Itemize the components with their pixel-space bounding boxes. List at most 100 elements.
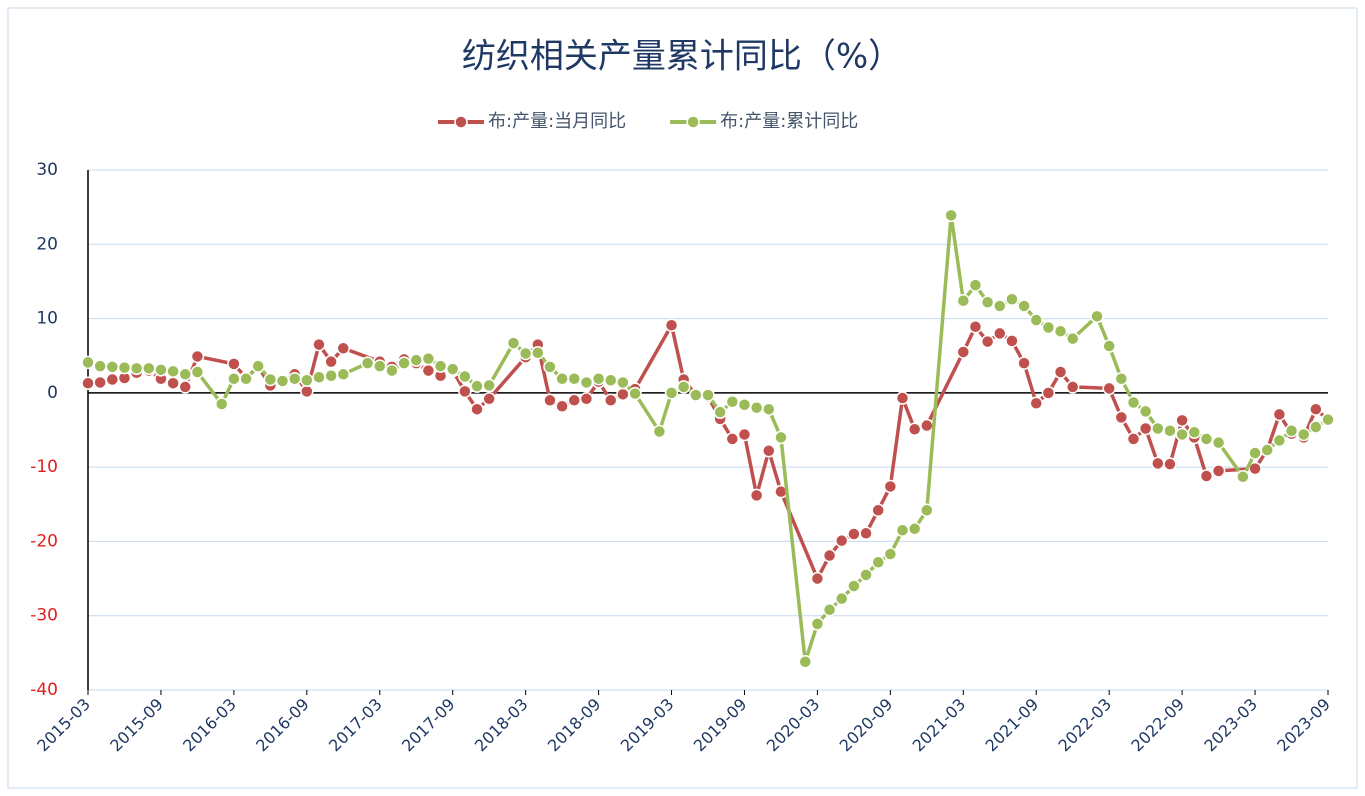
data-point: [482, 392, 496, 406]
data-point: [81, 376, 95, 390]
data-point: [1005, 334, 1019, 348]
data-point: [178, 380, 193, 394]
data-point: [1309, 402, 1323, 416]
data-point: [555, 371, 569, 386]
data-point: [1236, 470, 1250, 484]
y-tick-label: 30: [36, 160, 58, 180]
data-point: [251, 359, 265, 373]
data-point: [1284, 423, 1299, 438]
data-point: [920, 503, 934, 517]
data-point: [725, 432, 740, 446]
data-point: [409, 353, 423, 367]
data-point: [579, 392, 594, 406]
data-point: [1102, 381, 1116, 396]
data-point: [154, 363, 168, 377]
data-point: [968, 319, 983, 334]
data-point: [433, 359, 448, 373]
data-point: [664, 318, 679, 333]
data-point: [980, 295, 995, 309]
data-point: [956, 293, 971, 308]
data-point: [482, 378, 496, 393]
data-point: [701, 388, 715, 402]
data-point: [871, 503, 885, 517]
data-point: [725, 395, 740, 409]
data-point: [458, 369, 472, 384]
data-point: [81, 355, 95, 370]
data-point: [166, 364, 180, 379]
data-point: [993, 326, 1007, 341]
data-point: [676, 380, 691, 394]
data-point: [1296, 427, 1311, 442]
data-point: [385, 363, 399, 378]
data-point: [616, 387, 630, 402]
chart-frame: [7, 7, 1358, 789]
data-point: [847, 579, 861, 593]
data-point: [178, 367, 193, 382]
data-point: [142, 361, 156, 376]
data-point: [300, 373, 314, 387]
data-point: [470, 379, 484, 393]
data-point: [373, 359, 387, 373]
data-point: [1187, 425, 1202, 439]
data-point: [652, 424, 667, 439]
data-point: [190, 349, 205, 364]
data-point: [956, 345, 971, 359]
data-point: [1126, 395, 1141, 410]
data-point: [445, 362, 460, 376]
data-point: [105, 360, 120, 374]
data-point: [190, 365, 205, 379]
data-point: [567, 371, 582, 386]
data-point: [1053, 324, 1068, 338]
data-point: [227, 357, 241, 371]
data-point: [1321, 412, 1335, 427]
data-point: [518, 346, 533, 361]
data-point: [895, 523, 910, 538]
data-point: [1065, 380, 1080, 394]
data-point: [1102, 339, 1116, 353]
data-point: [1272, 433, 1287, 448]
data-point: [312, 337, 326, 352]
y-tick-label: -30: [30, 606, 58, 626]
data-point: [1211, 435, 1226, 450]
data-point: [834, 533, 849, 548]
data-point: [1005, 292, 1019, 307]
data-point: [1151, 421, 1165, 436]
data-point: [93, 375, 107, 390]
data-point: [1175, 413, 1189, 428]
data-point: [1065, 331, 1080, 346]
data-point: [1029, 396, 1043, 411]
data-point: [239, 371, 253, 386]
data-point: [1017, 356, 1031, 370]
data-point: [1151, 456, 1165, 471]
data-point: [822, 603, 837, 617]
data-point: [822, 548, 837, 563]
data-point: [847, 527, 861, 541]
data-point: [166, 376, 180, 390]
data-point: [907, 522, 922, 536]
y-tick-label: 20: [36, 234, 58, 254]
data-point: [458, 384, 472, 399]
data-point: [749, 488, 764, 503]
data-point: [1163, 457, 1177, 471]
data-point: [1126, 432, 1141, 446]
data-point: [1017, 299, 1031, 313]
data-point: [1114, 371, 1129, 386]
data-point: [567, 393, 582, 408]
data-point: [360, 356, 375, 370]
data-point: [810, 571, 825, 586]
data-point: [859, 568, 873, 582]
data-point: [1199, 469, 1214, 483]
data-point: [1248, 446, 1262, 460]
data-point: [920, 418, 934, 433]
data-point: [312, 370, 326, 385]
data-point: [1260, 443, 1274, 457]
data-point: [1029, 313, 1043, 327]
data-point: [883, 547, 898, 561]
data-point: [397, 356, 411, 370]
y-tick-label: 10: [36, 309, 58, 329]
data-point: [834, 591, 849, 606]
data-point: [1090, 309, 1104, 324]
data-point: [336, 341, 351, 356]
data-point: [737, 427, 752, 442]
